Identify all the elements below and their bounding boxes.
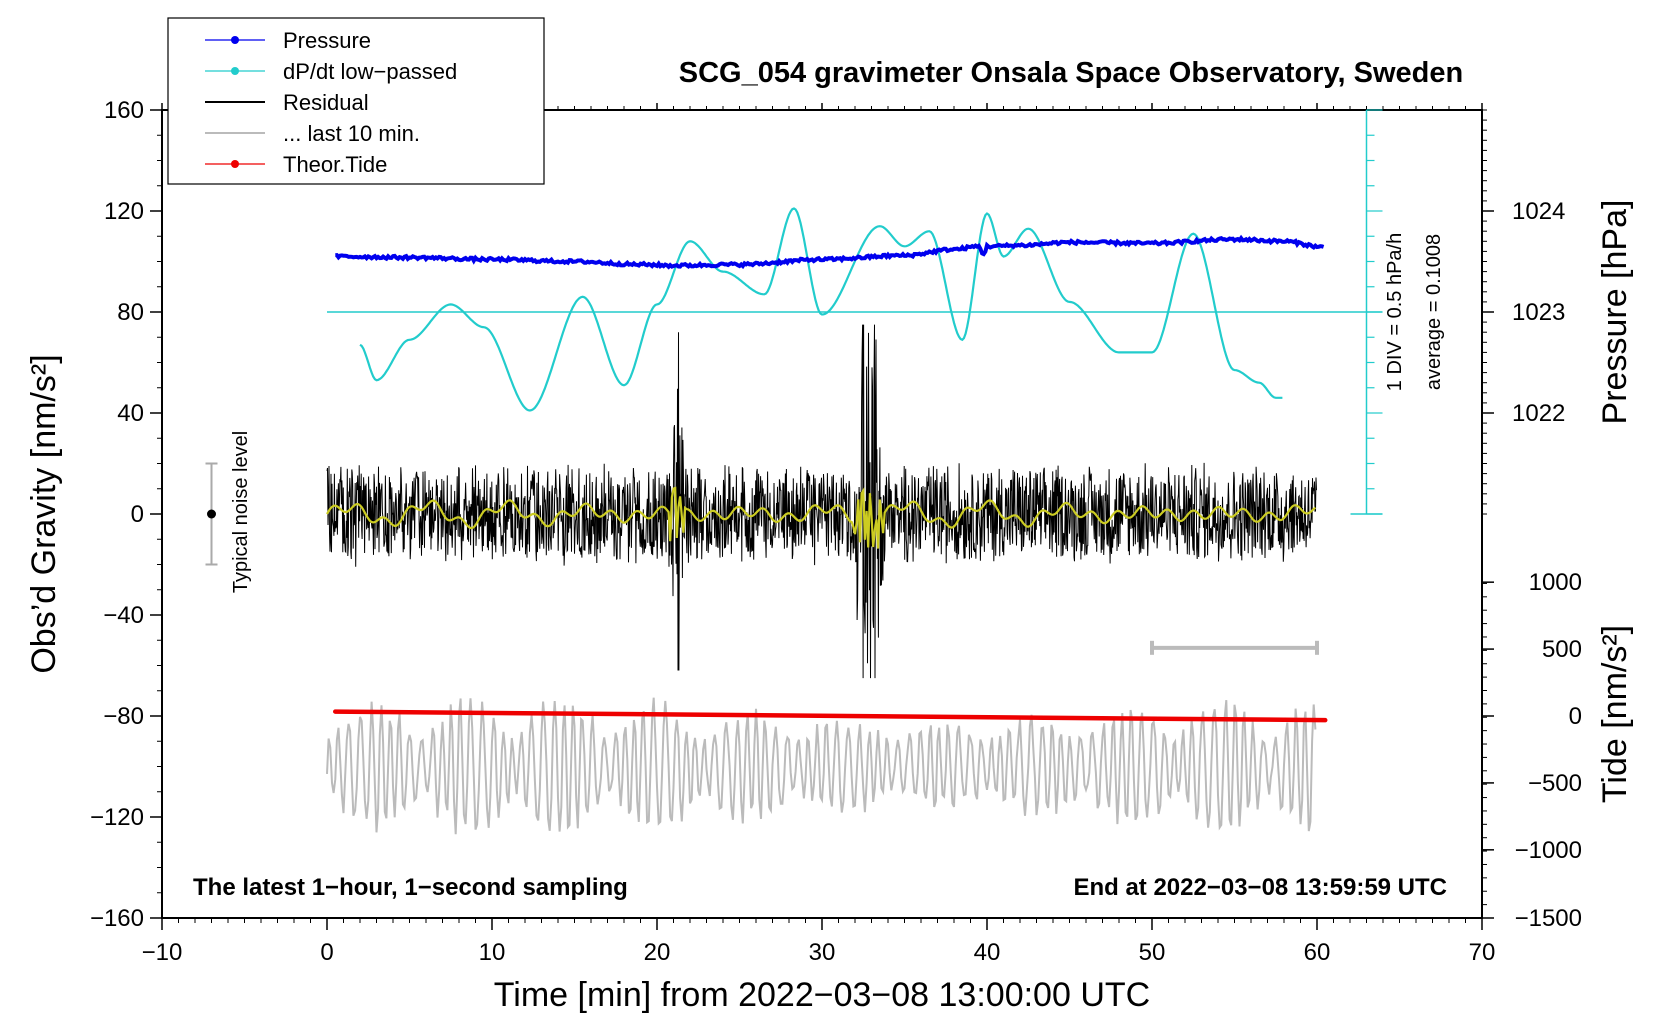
legend-marker [231,67,239,75]
y-tick-label: −120 [90,804,144,831]
dpdt-scale-label: 1 DIV = 0.5 hPa/h [1384,233,1406,391]
y-tick-label: 160 [104,97,144,124]
x-tick-label: 20 [644,939,671,966]
pressure-tick-label: 1024 [1512,198,1565,225]
tide-tick-label: −1500 [1515,905,1582,932]
y-tick-label: −160 [90,905,144,932]
y-tick-label: 80 [117,299,144,326]
x-tick-label: 30 [809,939,836,966]
legend-label: dP/dt low−passed [283,59,457,84]
noise-level-label: Typical noise level [230,431,252,593]
pressure-tick-label: 1023 [1512,299,1565,326]
y-axis-title-left: Obs’d Gravity [nm/s²] [25,354,63,673]
legend-marker [231,160,239,168]
y-tick-label: −80 [103,703,144,730]
x-tick-label: 10 [479,939,506,966]
note-latest-hour: The latest 1−hour, 1−second sampling [193,874,628,901]
last-10-min-series [326,697,1317,835]
tide-tick-label: 500 [1542,636,1582,663]
tide-tick-label: 0 [1569,703,1582,730]
y-axis-title-tide: Tide [nm/s²] [1596,625,1634,803]
y-tick-label: 120 [104,198,144,225]
x-tick-label: 40 [974,939,1001,966]
note-end-time: End at 2022−03−08 13:59:59 UTC [1073,874,1447,901]
residual-series [326,324,1317,679]
dpdt-series [359,207,1283,412]
x-tick-label: 50 [1139,939,1166,966]
dpdt-scale-axis [1350,109,1383,515]
dpdt-average-label: average = 0.1008 [1423,234,1445,390]
noise-level-dot [207,509,216,519]
tide-tick-label: −1000 [1515,837,1582,864]
y-tick-label: 0 [131,501,144,528]
legend-label: ... last 10 min. [283,121,420,146]
x-tick-label: 70 [1469,939,1496,966]
x-tick-label: 60 [1304,939,1331,966]
y-axis-title-pressure: Pressure [hPa] [1596,200,1634,425]
theor-tide-series [333,709,1328,723]
legend-label: Pressure [283,28,371,53]
tide-tick-label: −500 [1528,770,1582,797]
legend: Pressure dP/dt low−passed Residual ... last… [167,17,545,185]
tide-tick-label: 1000 [1529,569,1582,596]
pressure-tick-label: 1022 [1512,400,1565,427]
pressure-series [335,234,1325,270]
x-tick-label: −10 [142,939,183,966]
series-layer [205,207,1383,835]
chart-title: SCG_054 gravimeter Onsala Space Observat… [679,57,1463,89]
x-axis-title: Time [min] from 2022−03−08 13:00:00 UTC [494,976,1150,1014]
legend-label: Theor.Tide [283,152,387,177]
residual-smoothed-series [326,486,1317,549]
x-tick-label: 0 [320,939,333,966]
axis-tick-labels: −10 0 10 20 30 40 50 60 70 −160 −120 −80 −40 0 40 80 120… [90,97,1582,966]
legend-label: Residual [283,90,369,115]
y-tick-label: 40 [117,400,144,427]
y-tick-label: −40 [103,602,144,629]
legend-marker [231,36,239,44]
